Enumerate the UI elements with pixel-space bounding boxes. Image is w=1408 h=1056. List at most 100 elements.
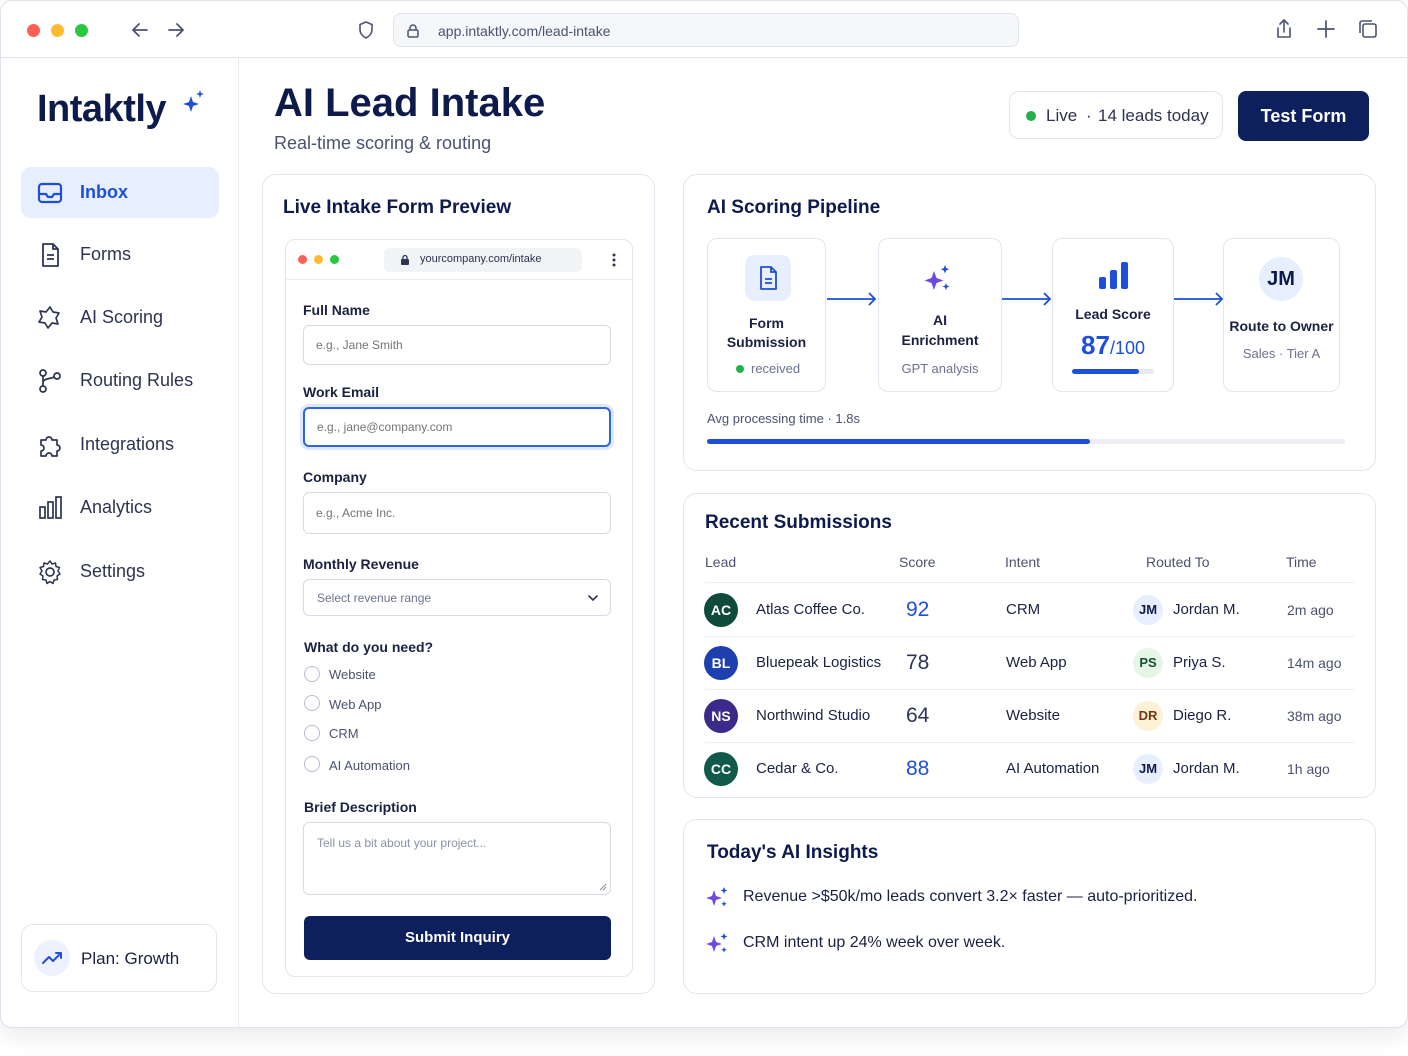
form-preview-card [262, 174, 655, 994]
owner-avatar: PS [1133, 648, 1163, 678]
avg-value: 1.8s [835, 411, 860, 426]
shield-icon[interactable] [357, 20, 375, 40]
mini-browser-toolbar: yourcompany.com/intake [286, 240, 632, 280]
page-title: AI Lead Intake [274, 81, 546, 125]
owner-name[interactable]: Priya S. [1173, 654, 1226, 671]
row-divider [705, 636, 1355, 637]
arrow-right-icon [827, 292, 877, 306]
live-status-text: Live [1046, 106, 1078, 125]
work-email-input[interactable] [303, 407, 611, 447]
gear-icon [39, 560, 61, 585]
tabs-overview-icon[interactable] [1357, 18, 1379, 40]
lead-intent: Website [1006, 707, 1060, 724]
ai-scoring-icon [38, 306, 60, 329]
pipeline-stage-route-to-owner[interactable]: JM Route to Owner Sales · Tier A [1223, 238, 1340, 392]
stage-title-line2: Enrichment [901, 332, 979, 348]
full-name-input[interactable] [303, 325, 611, 365]
minimize-window-button[interactable] [51, 24, 64, 37]
radio-ai-automation[interactable] [304, 756, 320, 772]
description-placeholder: Tell us a bit about your project... [317, 836, 487, 850]
maximize-window-button[interactable] [75, 24, 88, 37]
sidebar-item-integrations[interactable]: Integrations [21, 419, 219, 470]
sidebar-item-analytics[interactable]: Analytics [21, 482, 219, 533]
sidebar-item-settings[interactable]: Settings [21, 546, 219, 597]
browser-window: app.intaktly.com/lead-intake Intaktly In… [0, 0, 1408, 1028]
column-header-score[interactable]: Score [899, 554, 936, 570]
lead-avatar: AC [704, 593, 738, 627]
inbox-icon [37, 182, 63, 204]
pipeline-stage-form-submission[interactable]: Form Submission received [707, 238, 826, 392]
radio-crm[interactable] [304, 725, 320, 741]
needs-label: What do you need? [304, 639, 434, 655]
sidebar-item-inbox[interactable]: Inbox [21, 167, 219, 218]
description-textarea[interactable]: Tell us a bit about your project... [303, 822, 611, 895]
stage-title: Lead Score [1075, 306, 1151, 322]
sparkle-icon [183, 90, 204, 112]
tier-name: Tier A [1286, 346, 1321, 361]
column-header-routed-to[interactable]: Routed To [1146, 554, 1210, 570]
mini-maximize-dot [330, 255, 339, 264]
row-divider [705, 689, 1355, 690]
monthly-revenue-label: Monthly Revenue [303, 556, 419, 572]
new-tab-icon[interactable] [1316, 18, 1336, 40]
submit-inquiry-button[interactable]: Submit Inquiry [304, 916, 611, 960]
back-arrow-icon[interactable] [129, 19, 151, 41]
submission-time: 2m ago [1287, 602, 1334, 618]
sidebar-item-label: Settings [80, 561, 146, 581]
share-icon[interactable] [1274, 18, 1294, 40]
radio-web-app[interactable] [304, 695, 320, 711]
status-dot-icon [736, 365, 744, 373]
lead-name[interactable]: Atlas Coffee Co. [756, 601, 865, 618]
insights-title: Today's AI Insights [707, 842, 879, 863]
column-header-time[interactable]: Time [1286, 554, 1317, 570]
resize-handle-icon[interactable] [599, 883, 607, 891]
description-label: Brief Description [304, 799, 417, 815]
company-label: Company [303, 469, 367, 485]
address-bar[interactable]: app.intaktly.com/lead-intake [393, 13, 1019, 47]
test-form-button[interactable]: Test Form [1238, 91, 1369, 141]
lead-name[interactable]: Cedar & Co. [756, 760, 839, 777]
pipeline-stage-lead-score[interactable]: Lead Score 87/100 [1052, 238, 1174, 392]
lead-score-number: 87 [1081, 330, 1110, 360]
sidebar-item-routing-rules[interactable]: Routing Rules [21, 355, 219, 406]
owner-name[interactable]: Jordan M. [1173, 760, 1240, 777]
column-header-lead[interactable]: Lead [705, 554, 737, 570]
owner-name[interactable]: Jordan M. [1173, 601, 1240, 618]
mini-close-dot [298, 255, 307, 264]
separator-dot: · [1086, 106, 1092, 125]
live-dot-icon [1026, 111, 1036, 121]
leads-today-count: 14 leads today [1098, 106, 1209, 125]
sidebar-item-ai-scoring[interactable]: AI Scoring [21, 292, 219, 343]
lock-icon [401, 254, 409, 265]
lead-intent: CRM [1006, 601, 1041, 618]
lead-score: 78 [906, 651, 930, 674]
app-logo[interactable]: Intaktly [37, 88, 167, 130]
radio-label: Website [329, 667, 376, 682]
avg-label-text: Avg processing time [707, 411, 824, 426]
plan-card[interactable]: Plan: Growth [21, 924, 217, 992]
sidebar-item-forms[interactable]: Forms [21, 229, 219, 280]
sidebar-item-label: AI Scoring [80, 307, 164, 327]
kebab-menu-icon[interactable] [612, 252, 616, 268]
lead-avatar: NS [704, 699, 738, 733]
monthly-revenue-select[interactable]: Select revenue range [303, 579, 611, 616]
stage-title-line1: AI [933, 312, 947, 328]
lock-icon [407, 24, 419, 38]
column-header-intent[interactable]: Intent [1005, 554, 1041, 570]
recent-submissions-title: Recent Submissions [705, 512, 892, 533]
sparkle-icon [706, 887, 728, 907]
lead-name[interactable]: Bluepeak Logistics [756, 654, 882, 671]
radio-label: CRM [329, 726, 359, 741]
owner-avatar: JM [1259, 257, 1303, 301]
forward-arrow-icon[interactable] [165, 19, 187, 41]
owner-avatar: JM [1133, 595, 1163, 625]
lead-name[interactable]: Northwind Studio [756, 707, 871, 724]
pipeline-stage-ai-enrichment[interactable]: AI Enrichment GPT analysis [878, 238, 1002, 392]
sidebar-item-label: Inbox [80, 182, 128, 202]
company-input[interactable] [303, 492, 611, 534]
trending-up-icon [34, 940, 70, 976]
close-window-button[interactable] [27, 24, 40, 37]
bar-chart-icon [39, 496, 62, 519]
radio-website[interactable] [304, 666, 320, 682]
owner-name[interactable]: Diego R. [1173, 707, 1232, 724]
